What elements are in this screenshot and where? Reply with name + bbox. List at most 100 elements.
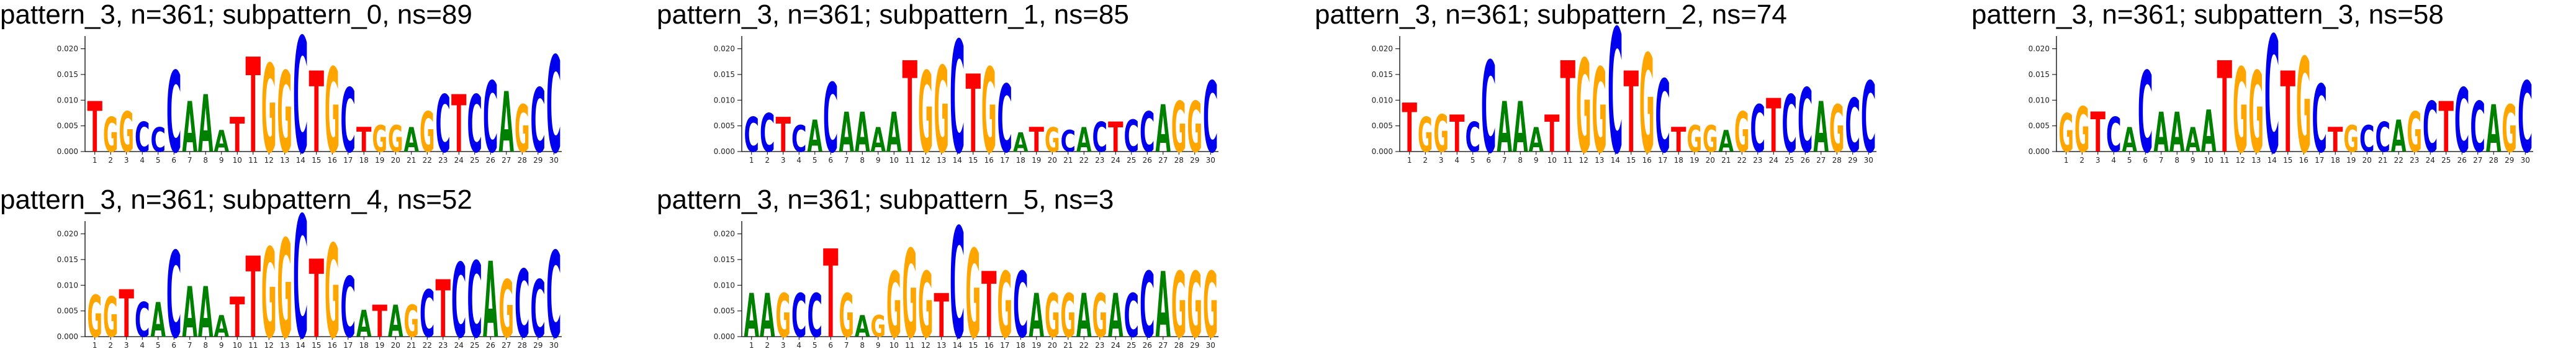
logo-letter-A: A	[744, 282, 760, 352]
logo-letter-glyph: T	[436, 264, 451, 356]
logo-letter-glyph: C	[166, 49, 181, 178]
logo-letter-G: G	[1061, 282, 1076, 352]
x-tick-label: 23	[438, 156, 448, 165]
x-tick-label: 26	[486, 341, 495, 350]
logo-letter-G: G	[1639, 26, 1654, 184]
logo-letter-A: A	[2391, 112, 2407, 162]
logo-letter-glyph: T	[246, 30, 261, 183]
x-tick-label: 26	[1143, 156, 1152, 165]
logo-letter-C: C	[531, 264, 546, 356]
logo-letter-glyph: G	[918, 49, 933, 178]
logo-letter-glyph: T	[309, 238, 324, 359]
logo-letter-glyph: C	[1861, 62, 1876, 175]
logo-letter-glyph: T	[2328, 120, 2343, 160]
x-tick-label: 2	[765, 156, 770, 165]
x-tick-label: 15	[2283, 156, 2292, 165]
x-tick-label: 3	[781, 341, 786, 350]
logo-letter-glyph: G	[1639, 26, 1654, 184]
logo-letter-glyph: T	[1108, 113, 1124, 161]
logo-letter-glyph: T	[246, 234, 261, 359]
logo-letter-C: C	[2138, 49, 2153, 178]
logo-letter-glyph: C	[1124, 112, 1139, 162]
x-tick-label: 20	[2362, 156, 2372, 165]
logo-letter-glyph: A	[1156, 253, 1171, 358]
logo-letter-glyph: C	[341, 71, 356, 173]
logo-letter-glyph: T	[356, 120, 372, 160]
logo-letter-A: A	[1108, 282, 1124, 352]
x-tick-label: 6	[1486, 156, 1491, 165]
logo-letter-glyph: T	[1029, 120, 1045, 160]
logo-letter-glyph: G	[88, 283, 102, 350]
logo-letter-glyph: C	[1140, 101, 1155, 165]
logo-letter-A: A	[198, 79, 213, 171]
logo-letter-glyph: G	[966, 225, 981, 359]
logo-letter-glyph: A	[1719, 124, 1734, 159]
logo-letter-glyph: G	[886, 253, 901, 358]
logo-letter-G: G	[325, 217, 340, 359]
x-tick-label: 13	[280, 156, 289, 165]
logo-letter-glyph: G	[261, 40, 276, 181]
logo-letter-glyph: T	[776, 108, 791, 163]
logo-letter-glyph: G	[277, 211, 292, 359]
logo-letter-glyph: G	[2344, 117, 2359, 160]
logo-letter-C: C	[791, 282, 806, 352]
logo-letter-T: T	[1449, 104, 1464, 163]
x-tick-label: 23	[1753, 156, 1762, 165]
logo-letter-glyph: A	[2186, 120, 2200, 160]
logo-letter-glyph: T	[119, 277, 134, 352]
logo-letter-G: G	[2233, 44, 2248, 180]
y-tick-label: 0.000	[714, 147, 735, 156]
x-tick-label: 14	[1611, 156, 1620, 165]
logo-letter-T: T	[1402, 89, 1418, 168]
logo-letter-G: G	[388, 117, 403, 160]
logo-letter-glyph: C	[2106, 108, 2121, 163]
x-tick-label: 22	[1737, 156, 1747, 165]
logo-letter-T: T	[1560, 36, 1575, 182]
logo-letter-T: T	[966, 53, 981, 177]
x-tick-label: 12	[2236, 156, 2245, 165]
logo-letter-G: G	[1418, 108, 1433, 163]
logo-letter-G: G	[1045, 120, 1060, 160]
logo-letter-glyph: T	[966, 53, 981, 177]
logo-letter-glyph: T	[309, 49, 324, 178]
x-tick-label: 8	[2174, 156, 2179, 165]
x-tick-label: 29	[533, 156, 543, 165]
logo-letter-glyph: G	[1592, 44, 1607, 180]
logo-letter-A: A	[1156, 253, 1171, 358]
logo-letter-A: A	[1076, 282, 1092, 352]
logo-letter-C: C	[2312, 65, 2327, 173]
x-tick-label: 24	[1111, 341, 1120, 350]
x-tick-label: 28	[2489, 156, 2498, 165]
x-tick-label: 24	[2426, 156, 2435, 165]
logo-letter-G: G	[325, 44, 340, 180]
logo-letter-glyph: G	[1829, 92, 1844, 167]
logo-letter-T: T	[776, 108, 791, 163]
x-tick-label: 10	[889, 341, 899, 350]
logo-letter-glyph: T	[2439, 88, 2454, 168]
x-tick-label: 22	[1079, 341, 1089, 350]
logo-letter-glyph: C	[1203, 62, 1218, 175]
y-tick-label: 0.020	[57, 230, 78, 239]
x-tick-label: 30	[549, 156, 559, 165]
logo-letter-G: G	[2296, 30, 2311, 183]
y-tick-label: 0.005	[714, 307, 735, 316]
logo-letter-glyph: C	[950, 9, 965, 188]
x-tick-label: 30	[1864, 156, 1873, 165]
logo-letter-A: A	[1029, 282, 1045, 352]
logo-letter-C: C	[515, 250, 529, 358]
logo-letter-T: T	[230, 108, 245, 163]
y-tick-label: 0.000	[1372, 147, 1393, 156]
logo-letter-C: C	[436, 79, 451, 171]
y-tick-label: 0.015	[714, 70, 735, 79]
logo-panel-subpattern-5: pattern_3, n=361; subpattern_5, ns=3 0.0…	[657, 185, 1277, 359]
logo-letter-glyph: C	[791, 117, 806, 160]
logo-letter-G: G	[103, 108, 118, 163]
logo-letter-glyph: G	[1061, 282, 1076, 352]
logo-letter-glyph: G	[2407, 101, 2422, 165]
logo-letter-glyph: A	[1013, 127, 1028, 158]
x-tick-label: 1	[749, 156, 754, 165]
x-tick-label: 17	[2315, 156, 2324, 165]
x-tick-label: 5	[156, 341, 161, 350]
logo-letter-G: G	[1045, 282, 1060, 352]
